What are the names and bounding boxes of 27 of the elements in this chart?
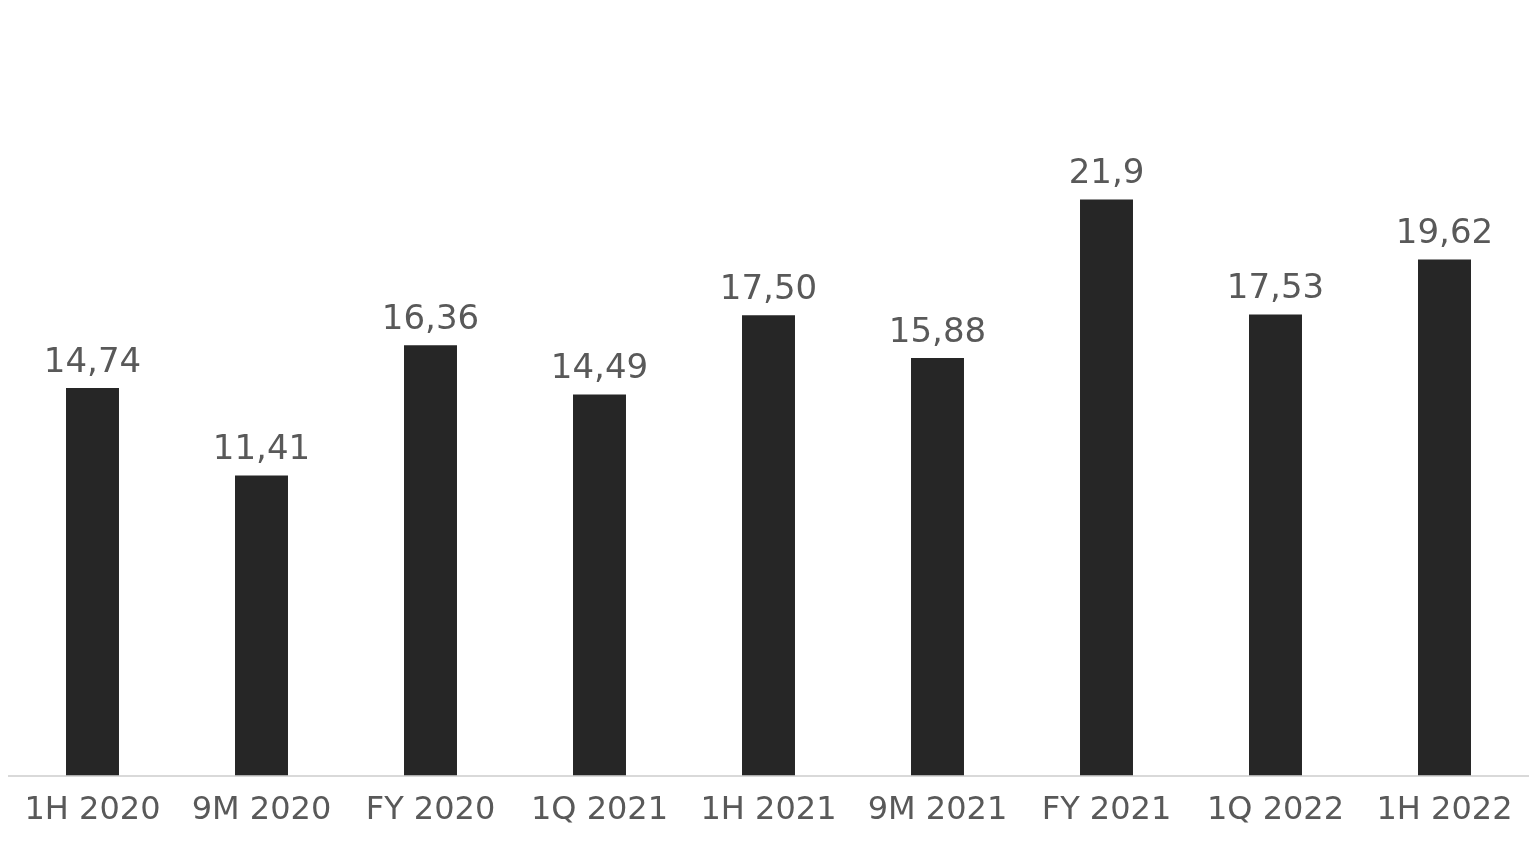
data-label: 16,36 — [381, 297, 480, 338]
bar — [573, 394, 626, 776]
bar — [1249, 314, 1302, 776]
data-label: 19,62 — [1395, 211, 1494, 252]
bar — [911, 357, 964, 776]
bar — [66, 387, 119, 776]
x-tick-label: FY 2020 — [365, 789, 496, 828]
data-label: 17,53 — [1226, 266, 1325, 307]
data-label: 21,9 — [1068, 151, 1145, 192]
bar — [1418, 259, 1471, 776]
data-label: 14,49 — [550, 346, 649, 387]
x-tick-label: 1H 2020 — [24, 789, 161, 828]
x-tick-label: FY 2021 — [1041, 789, 1172, 828]
x-tick-label: 9M 2021 — [867, 789, 1008, 828]
x-tick-label: 1Q 2022 — [1206, 789, 1345, 828]
bar — [404, 345, 457, 776]
bar — [235, 475, 288, 776]
x-tick-label: 1Q 2021 — [530, 789, 669, 828]
data-label: 11,41 — [212, 427, 311, 468]
data-label: 14,74 — [43, 339, 142, 380]
data-label: 17,50 — [719, 267, 818, 308]
x-tick-label: 1H 2022 — [1376, 789, 1513, 828]
x-tick-label: 9M 2020 — [191, 789, 332, 828]
bar — [1080, 199, 1133, 776]
x-tick-label: 1H 2021 — [700, 789, 837, 828]
data-label: 15,88 — [888, 309, 987, 350]
bar — [742, 315, 795, 776]
